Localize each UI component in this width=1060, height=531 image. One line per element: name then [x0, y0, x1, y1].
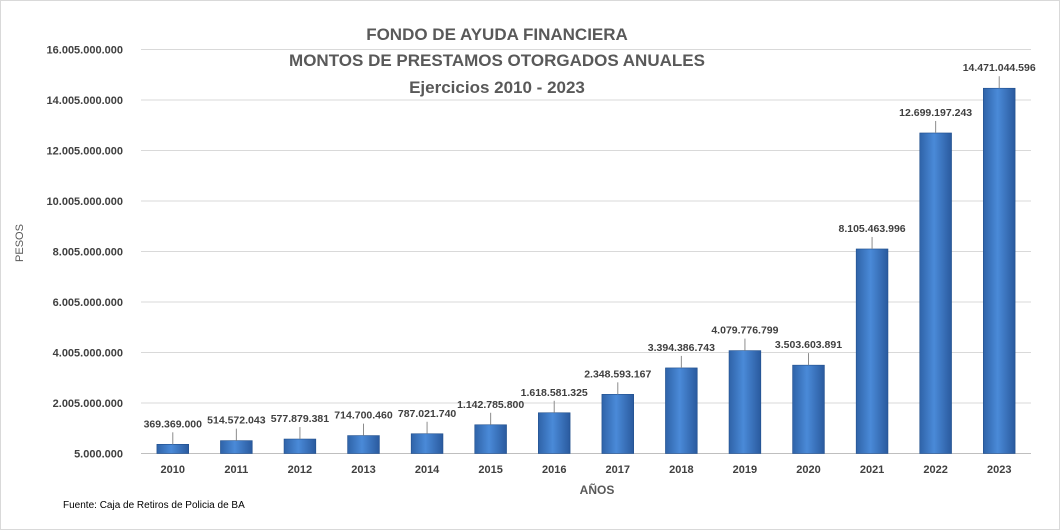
x-tick-label: 2017 [606, 464, 630, 476]
y-tick-label: 12.005.000.000 [47, 146, 123, 158]
data-label-2020: 3.503.603.891 [775, 339, 842, 351]
y-tick-label: 4.005.000.000 [53, 348, 123, 360]
x-axis-ticks: 2010 2011 2012 2013 2014 2015 2016 2017 2018 2019… [161, 464, 1012, 476]
chart-title-line-1: FONDO DE AYUDA FINANCIERA [366, 25, 628, 44]
bar-2011 [220, 440, 253, 454]
y-axis-ticks: 5.000.000 2.005.000.000 4.005.000.000 6.005… [47, 45, 123, 461]
y-tick-label: 14.005.000.000 [47, 95, 123, 107]
x-tick-label: 2019 [733, 464, 757, 476]
bar-2020 [792, 364, 825, 454]
bar-2018 [665, 367, 698, 454]
y-tick-label: 16.005.000.000 [47, 45, 123, 57]
source-note: Fuente: Caja de Retiros de Policia de BA [63, 500, 245, 511]
data-label-2019: 4.079.776.799 [711, 325, 778, 337]
data-label-2021: 8.105.463.996 [838, 223, 905, 235]
data-label-2015: 1.142.785.800 [457, 399, 524, 411]
data-label-2011: 514.572.043 [207, 415, 266, 427]
x-tick-label: 2018 [669, 464, 693, 476]
bar-2013 [347, 435, 380, 454]
bar-2010 [156, 443, 189, 454]
data-label-2018: 3.394.386.743 [648, 342, 715, 354]
bar-2023 [983, 87, 1016, 454]
data-label-2012: 577.879.381 [271, 413, 330, 425]
y-tick-label: 8.005.000.000 [53, 247, 123, 259]
y-axis-label: PESOS [14, 224, 26, 262]
gridlines [141, 49, 1031, 454]
x-tick-label: 2023 [987, 464, 1011, 476]
x-tick-label: 2021 [860, 464, 884, 476]
x-tick-label: 2013 [351, 464, 375, 476]
x-tick-label: 2011 [224, 464, 248, 476]
bar-2022 [919, 132, 952, 454]
data-label-2014: 787.021.740 [398, 408, 457, 420]
data-label-2017: 2.348.593.167 [584, 368, 651, 380]
chart-title-line-2: MONTOS DE PRESTAMOS OTORGADOS ANUALES [289, 51, 705, 70]
bar-2015 [474, 424, 507, 454]
x-tick-label: 2012 [288, 464, 312, 476]
data-label-2010: 369.369.000 [144, 418, 203, 430]
data-label-2013: 714.700.460 [334, 410, 393, 422]
bar-2016 [538, 412, 571, 454]
y-tick-label: 10.005.000.000 [47, 196, 123, 208]
bar-2014 [410, 433, 444, 454]
x-tick-label: 2014 [415, 464, 440, 476]
bar-2017 [601, 394, 634, 454]
data-labels: 369.369.000 514.572.043 577.879.381 714.700… [144, 62, 1036, 445]
y-tick-label: 5.000.000 [74, 449, 123, 461]
data-label-2022: 12.699.197.243 [899, 107, 972, 119]
data-label-2016: 1.618.581.325 [521, 387, 588, 399]
bar-2012 [283, 438, 317, 454]
data-label-2023: 14.471.044.596 [963, 62, 1036, 74]
x-tick-label: 2010 [161, 464, 185, 476]
x-tick-label: 2020 [796, 464, 820, 476]
chart-title-line-3: Ejercicios 2010 - 2023 [409, 78, 585, 97]
bar-2021 [855, 248, 889, 454]
x-tick-label: 2016 [542, 464, 566, 476]
y-tick-label: 2.005.000.000 [53, 398, 123, 410]
bar-2019 [728, 350, 762, 454]
bars [156, 87, 1016, 454]
x-tick-label: 2022 [923, 464, 947, 476]
x-axis-label: AÑOS [580, 482, 615, 497]
y-tick-label: 6.005.000.000 [53, 297, 123, 309]
x-tick-label: 2015 [478, 464, 502, 476]
